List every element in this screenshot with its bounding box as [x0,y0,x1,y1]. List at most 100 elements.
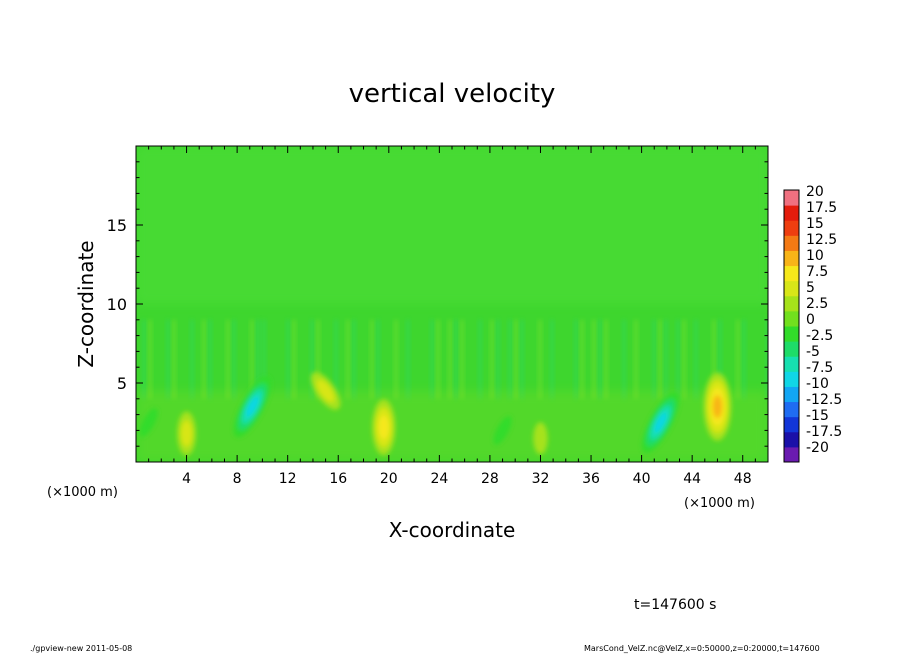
turbulence-streak [406,319,410,399]
contour-level [533,422,548,455]
turbulence-streak [658,319,662,399]
colorbar: 2017.51512.5107.552.50-2.5-5-7.5-10-12.5… [783,184,842,463]
turbulence-streak [316,319,320,399]
colorbar-swatch [784,205,799,221]
turbulence-streak [454,319,458,399]
colorbar-label: 5 [806,280,815,296]
contour-level [493,416,512,445]
chart-title: vertical velocity [349,79,556,109]
turbulence-streak [598,319,602,399]
x-tick-label: 40 [633,471,651,487]
colorbar-swatch [784,371,799,387]
turbulence-streak [208,319,212,399]
x-tick-label: 48 [734,471,752,487]
colorbar-label: -15 [806,408,829,424]
turbulence-streak [376,319,380,399]
contour-level [139,408,158,437]
turbulence-streak [496,319,500,399]
colorbar-swatch [784,265,799,282]
y-axis: 5 10 15 [107,161,768,447]
turbulence-streak [370,319,374,399]
turbulence-streak [190,319,194,399]
contour-level [378,415,389,440]
contour-level [654,412,667,433]
turbulence-streak [292,319,296,399]
turbulence-streak [604,319,608,399]
downdraft-cell [493,416,512,445]
turbulence-streak [736,319,740,399]
updraft-cell [703,372,732,441]
turbulence-streak [202,319,206,399]
colorbar-label: -20 [806,440,829,456]
turbulence-streak [664,319,668,399]
turbulence-streak [508,319,512,399]
contour-level [316,379,335,403]
turbulence-streak [478,319,482,399]
turbulence-streak [592,319,596,399]
colorbar-swatch [784,431,799,448]
turbulence-streak [694,319,698,399]
colorbar-label: 7.5 [806,264,828,280]
turbulence-streak [394,319,398,399]
colorbar-label: 2.5 [806,296,828,312]
updraft-cell [533,422,548,455]
x-tick-label: 4 [182,471,191,487]
colorbar-label: 15 [806,216,824,232]
contour-level [180,420,193,447]
contour-level [246,396,259,417]
colorbar-swatch [784,280,799,297]
x-tick-label: 44 [683,471,701,487]
contour-level [712,395,723,419]
turbulence-streak [490,319,494,399]
colorbar-swatch [784,416,799,433]
colorbar-swatch [784,446,799,463]
turbulence-streak [226,319,230,399]
turbulence-streak [142,319,146,399]
colorbar-label: 12.5 [806,232,837,248]
updraft-cell [177,411,196,456]
colorbar-swatch [784,235,799,251]
turbulence-streak [520,319,524,399]
colorbar-label: -5 [806,344,820,360]
footer-right: MarsCond_VelZ.nc@VelZ,x=0:50000,z=0:2000… [584,644,820,653]
x-tick-label: 32 [532,471,550,487]
turbulence-streak [574,319,578,399]
time-label: t=147600 s [634,597,716,613]
x-axis-label: X-coordinate [389,518,516,542]
x-tick-label: 20 [380,471,398,487]
turbulence-streak [166,319,170,399]
downdraft-cell [641,392,680,453]
y-tick-label: 5 [117,374,127,393]
turbulence-streak [448,319,452,399]
turbulence-streak [172,319,176,399]
updraft-cell [372,399,396,456]
downdraft-cell [233,376,272,438]
colorbar-swatch [784,310,799,327]
turbulence-streak [538,319,542,399]
colorbar-swatch [784,341,799,357]
x-tick-label: 28 [481,471,499,487]
turbulence-streak [652,319,656,399]
turbulence-streak [232,319,236,399]
colorbar-swatch [784,295,799,312]
turbulence-streak [766,319,768,399]
colorbar-swatch [784,220,799,236]
colorbar-label: 10 [806,248,824,264]
turbulence-streak [430,319,434,399]
turbulence-streak [742,319,746,399]
y-tick-label: 15 [107,216,127,235]
x-tick-label: 16 [329,471,347,487]
y-axis-label: Z-coordinate [74,240,98,367]
colorbar-label: -10 [806,376,829,392]
turbulence-streak [352,319,356,399]
colorbar-label: -2.5 [806,328,833,344]
x-tick-label: 12 [279,471,297,487]
x-tick-label: 8 [233,471,242,487]
downdraft-cell [139,408,158,437]
turbulence-streak [436,319,440,399]
colorbar-label: -17.5 [806,424,842,440]
turbulence-streak [460,319,464,399]
turbulence-streak [682,319,686,399]
colorbar-label: 17.5 [806,200,837,216]
